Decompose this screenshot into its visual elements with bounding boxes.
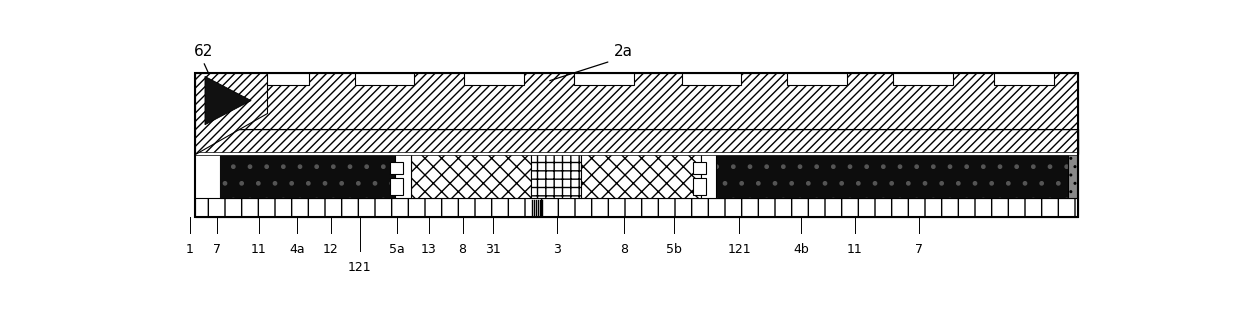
Bar [893, 73, 952, 85]
Bar [196, 152, 1078, 155]
Bar [531, 154, 580, 198]
Bar [196, 73, 1078, 217]
Bar [355, 73, 414, 85]
Bar [196, 128, 1078, 154]
Text: 121: 121 [728, 243, 751, 256]
Text: 11: 11 [250, 243, 267, 256]
Bar [717, 154, 1068, 198]
Polygon shape [196, 73, 268, 154]
Text: 3: 3 [553, 243, 560, 256]
Bar [787, 73, 847, 85]
Bar [717, 154, 1068, 198]
Bar [574, 73, 634, 85]
Bar [221, 154, 396, 198]
Bar [396, 154, 410, 198]
Text: 4a: 4a [289, 243, 305, 256]
Text: 2a: 2a [614, 44, 634, 58]
Bar [196, 198, 1078, 217]
Bar [693, 162, 706, 174]
Text: 7: 7 [915, 243, 923, 256]
Bar [410, 154, 531, 198]
Text: 5b: 5b [666, 243, 682, 256]
Bar [221, 154, 396, 198]
Text: 11: 11 [847, 243, 863, 256]
Bar [391, 162, 403, 174]
Bar [994, 73, 1054, 85]
Bar [196, 73, 1078, 129]
Bar [580, 154, 701, 198]
Text: 1: 1 [186, 243, 193, 256]
Text: 12: 12 [322, 243, 339, 256]
Text: 13: 13 [422, 243, 436, 256]
Text: 31: 31 [485, 243, 501, 256]
Text: 7: 7 [212, 243, 221, 256]
Bar [1068, 154, 1078, 198]
Text: 5a: 5a [389, 243, 405, 256]
Bar [682, 73, 742, 85]
Text: 121: 121 [348, 261, 372, 274]
Bar [701, 154, 717, 198]
Bar [391, 178, 403, 195]
Text: 8: 8 [459, 243, 466, 256]
Text: 8: 8 [620, 243, 627, 256]
Polygon shape [205, 77, 250, 125]
Bar [465, 73, 525, 85]
Text: 4b: 4b [792, 243, 808, 256]
Text: 62: 62 [193, 44, 213, 58]
Bar [693, 178, 706, 195]
Bar [249, 73, 309, 85]
